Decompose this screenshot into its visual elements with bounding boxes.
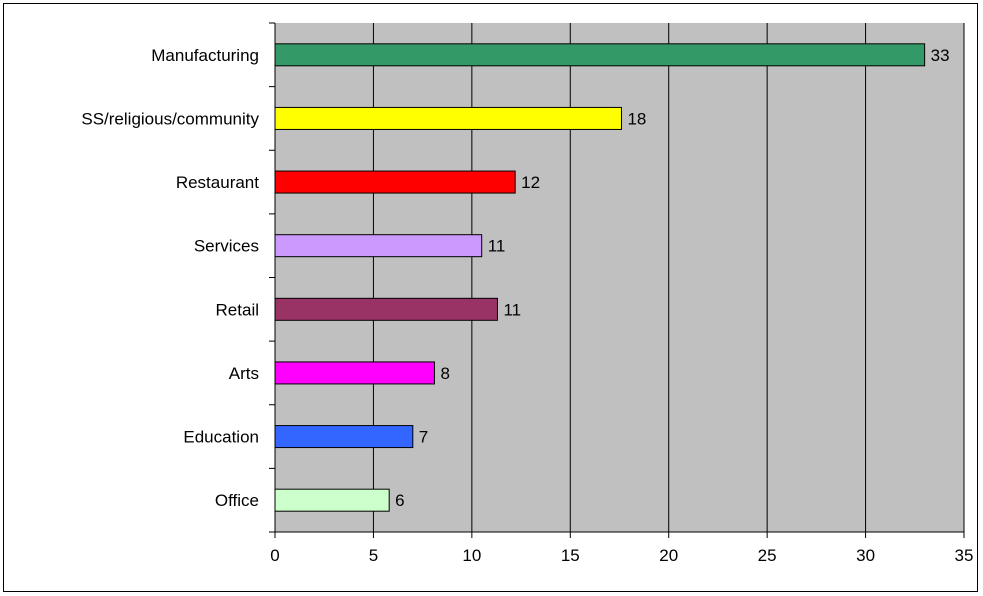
bar-retail xyxy=(274,297,498,321)
value-label-1: 18 xyxy=(627,109,646,128)
plot-area xyxy=(275,23,964,532)
x-tick-label-30: 30 xyxy=(856,546,875,565)
category-label-4: Retail xyxy=(216,300,259,319)
category-labels: Manufacturing SS/religious/community Resta… xyxy=(81,46,259,510)
bar-arts xyxy=(274,361,435,385)
x-tick-label-20: 20 xyxy=(659,546,678,565)
bars xyxy=(274,43,926,512)
value-label-7: 6 xyxy=(395,491,404,510)
value-label-2: 12 xyxy=(521,173,540,192)
category-label-1: SS/religious/community xyxy=(81,109,259,128)
bar-restaurant xyxy=(274,170,516,194)
value-label-5: 8 xyxy=(440,364,449,383)
value-label-3: 11 xyxy=(488,237,506,256)
bar-education xyxy=(274,425,414,449)
bar-ss-religious-community xyxy=(274,106,622,130)
x-tick-label-15: 15 xyxy=(561,546,580,565)
x-tick-label-0: 0 xyxy=(270,546,279,565)
category-label-2: Restaurant xyxy=(176,173,259,192)
bar-manufacturing xyxy=(274,43,926,67)
axes xyxy=(269,22,965,538)
value-labels: 33 18 12 11 11 8 7 6 xyxy=(395,46,949,510)
x-tick-label-35: 35 xyxy=(955,546,974,565)
bar-services xyxy=(274,234,483,258)
value-label-4: 11 xyxy=(503,300,521,319)
category-label-7: Office xyxy=(215,491,259,510)
bar-office xyxy=(274,488,390,512)
x-tick-label-10: 10 xyxy=(462,546,481,565)
category-label-6: Education xyxy=(183,428,259,447)
value-label-6: 7 xyxy=(419,428,428,447)
category-label-5: Arts xyxy=(229,364,259,383)
x-tick-labels: 0 5 10 15 20 25 30 35 xyxy=(270,546,973,565)
x-tick-label-25: 25 xyxy=(758,546,777,565)
value-label-0: 33 xyxy=(931,46,950,65)
x-tick-label-5: 5 xyxy=(369,546,378,565)
category-label-0: Manufacturing xyxy=(151,46,259,65)
category-label-3: Services xyxy=(194,237,259,256)
